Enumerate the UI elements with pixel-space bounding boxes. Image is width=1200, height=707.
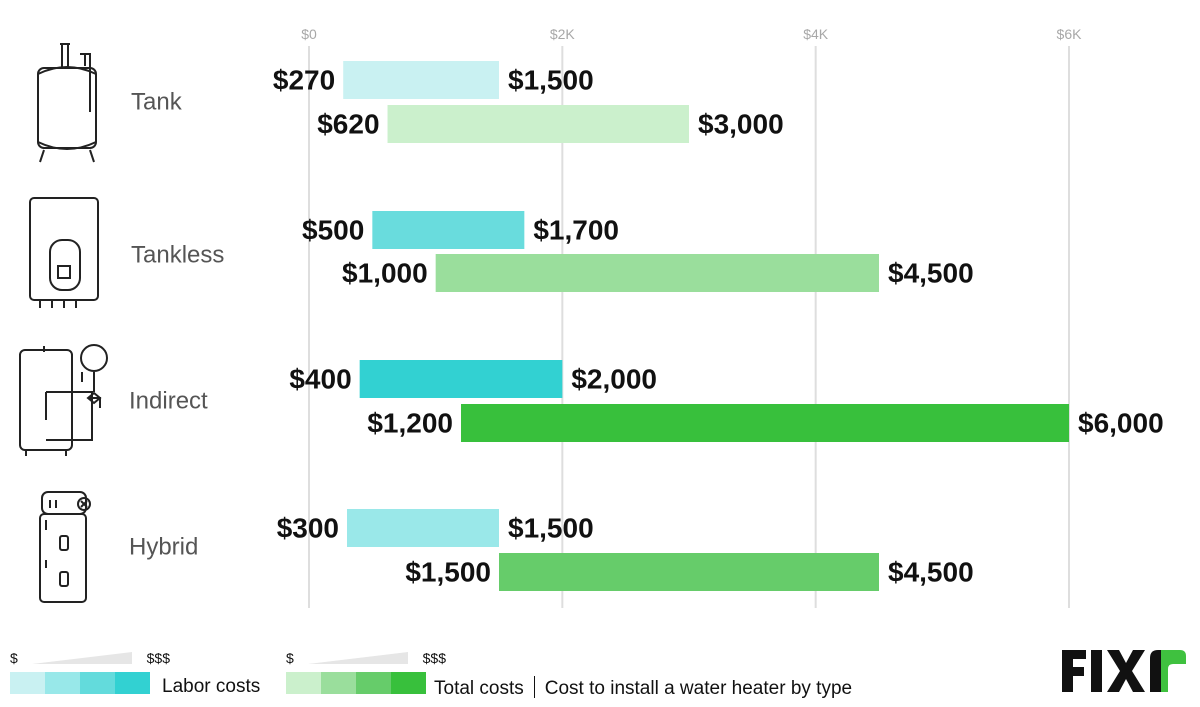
legend-swatch bbox=[45, 672, 80, 694]
x-tick-label: $2K bbox=[550, 26, 576, 42]
total-min-label: $1,200 bbox=[367, 408, 453, 439]
category-label: Hybrid bbox=[129, 533, 198, 560]
legend-swatch bbox=[10, 672, 45, 694]
total-max-label: $4,500 bbox=[888, 258, 974, 289]
labor-scale-low: $ bbox=[10, 650, 18, 666]
total-swatches bbox=[286, 672, 426, 694]
legend-swatch bbox=[356, 672, 391, 694]
hybrid-water-heater-icon bbox=[39, 491, 91, 603]
labor-scale-high: $$$ bbox=[146, 650, 170, 666]
legend-total-caption-row: Total costs Cost to install a water heate… bbox=[434, 676, 852, 700]
bars bbox=[343, 61, 1069, 591]
legend-swatch bbox=[321, 672, 356, 694]
x-tick-label: $6K bbox=[1057, 26, 1083, 42]
total-min-label: $1,000 bbox=[342, 258, 428, 289]
legend-swatch bbox=[80, 672, 115, 694]
labor-cost-bar bbox=[347, 509, 499, 547]
indirect-water-heater-icon bbox=[19, 344, 108, 456]
legend-swatch bbox=[391, 672, 426, 694]
tankless-water-heater-icon bbox=[29, 197, 99, 308]
labor-cost-bar bbox=[372, 211, 525, 249]
total-cost-bar bbox=[435, 254, 879, 292]
legend-total-label: Total costs bbox=[434, 678, 524, 699]
chart-caption: Cost to install a water heater by type bbox=[544, 678, 853, 699]
total-scale-high: $$$ bbox=[422, 650, 446, 666]
labor-cost-bar bbox=[359, 360, 563, 398]
total-min-label: $620 bbox=[317, 109, 379, 140]
legend-swatch bbox=[286, 672, 321, 694]
labor-max-label: $1,700 bbox=[533, 215, 619, 246]
labor-max-label: $1,500 bbox=[508, 513, 594, 544]
labor-scale-wedge bbox=[32, 652, 132, 664]
labor-min-label: $270 bbox=[273, 65, 335, 96]
x-tick-label: $0 bbox=[301, 26, 317, 42]
labor-swatches bbox=[10, 672, 150, 694]
tank-water-heater-icon bbox=[37, 43, 97, 163]
labor-max-label: $1,500 bbox=[508, 65, 594, 96]
legend-labor-label: Labor costs bbox=[162, 676, 261, 697]
category-labels: Tank Tankless Indirect Hybrid bbox=[129, 88, 224, 560]
total-max-label: $6,000 bbox=[1078, 408, 1164, 439]
category-label: Indirect bbox=[129, 387, 208, 414]
category-label: Tankless bbox=[131, 241, 224, 268]
total-cost-bar bbox=[499, 553, 879, 591]
fixr-logo bbox=[1062, 650, 1186, 692]
labor-cost-scale: $ $$$ bbox=[10, 650, 170, 670]
labor-cost-bar bbox=[343, 61, 499, 99]
labor-min-label: $500 bbox=[302, 215, 364, 246]
x-tick-label: $4K bbox=[803, 26, 829, 42]
x-axis-ticks: $0 $2K $4K $6K bbox=[301, 26, 1082, 42]
total-max-label: $4,500 bbox=[888, 557, 974, 588]
data-labels: $270 $1,500 $620 $3,000 $500 $1,700 $1,000 $4,5… bbox=[273, 65, 1164, 588]
total-cost-scale: $ $$$ bbox=[286, 650, 446, 670]
legend-separator bbox=[533, 676, 535, 698]
category-label: Tank bbox=[131, 88, 183, 115]
total-min-label: $1,500 bbox=[405, 557, 491, 588]
cost-range-chart: $0 $2K $4K $6K bbox=[19, 26, 1164, 608]
total-max-label: $3,000 bbox=[698, 109, 784, 140]
total-cost-bar bbox=[461, 404, 1069, 442]
labor-min-label: $400 bbox=[289, 364, 351, 395]
category-icons bbox=[19, 43, 108, 603]
legend-swatch bbox=[115, 672, 150, 694]
total-scale-low: $ bbox=[286, 650, 294, 666]
total-scale-wedge bbox=[308, 652, 408, 664]
total-cost-bar bbox=[387, 105, 689, 143]
labor-max-label: $2,000 bbox=[571, 364, 657, 395]
labor-min-label: $300 bbox=[277, 513, 339, 544]
